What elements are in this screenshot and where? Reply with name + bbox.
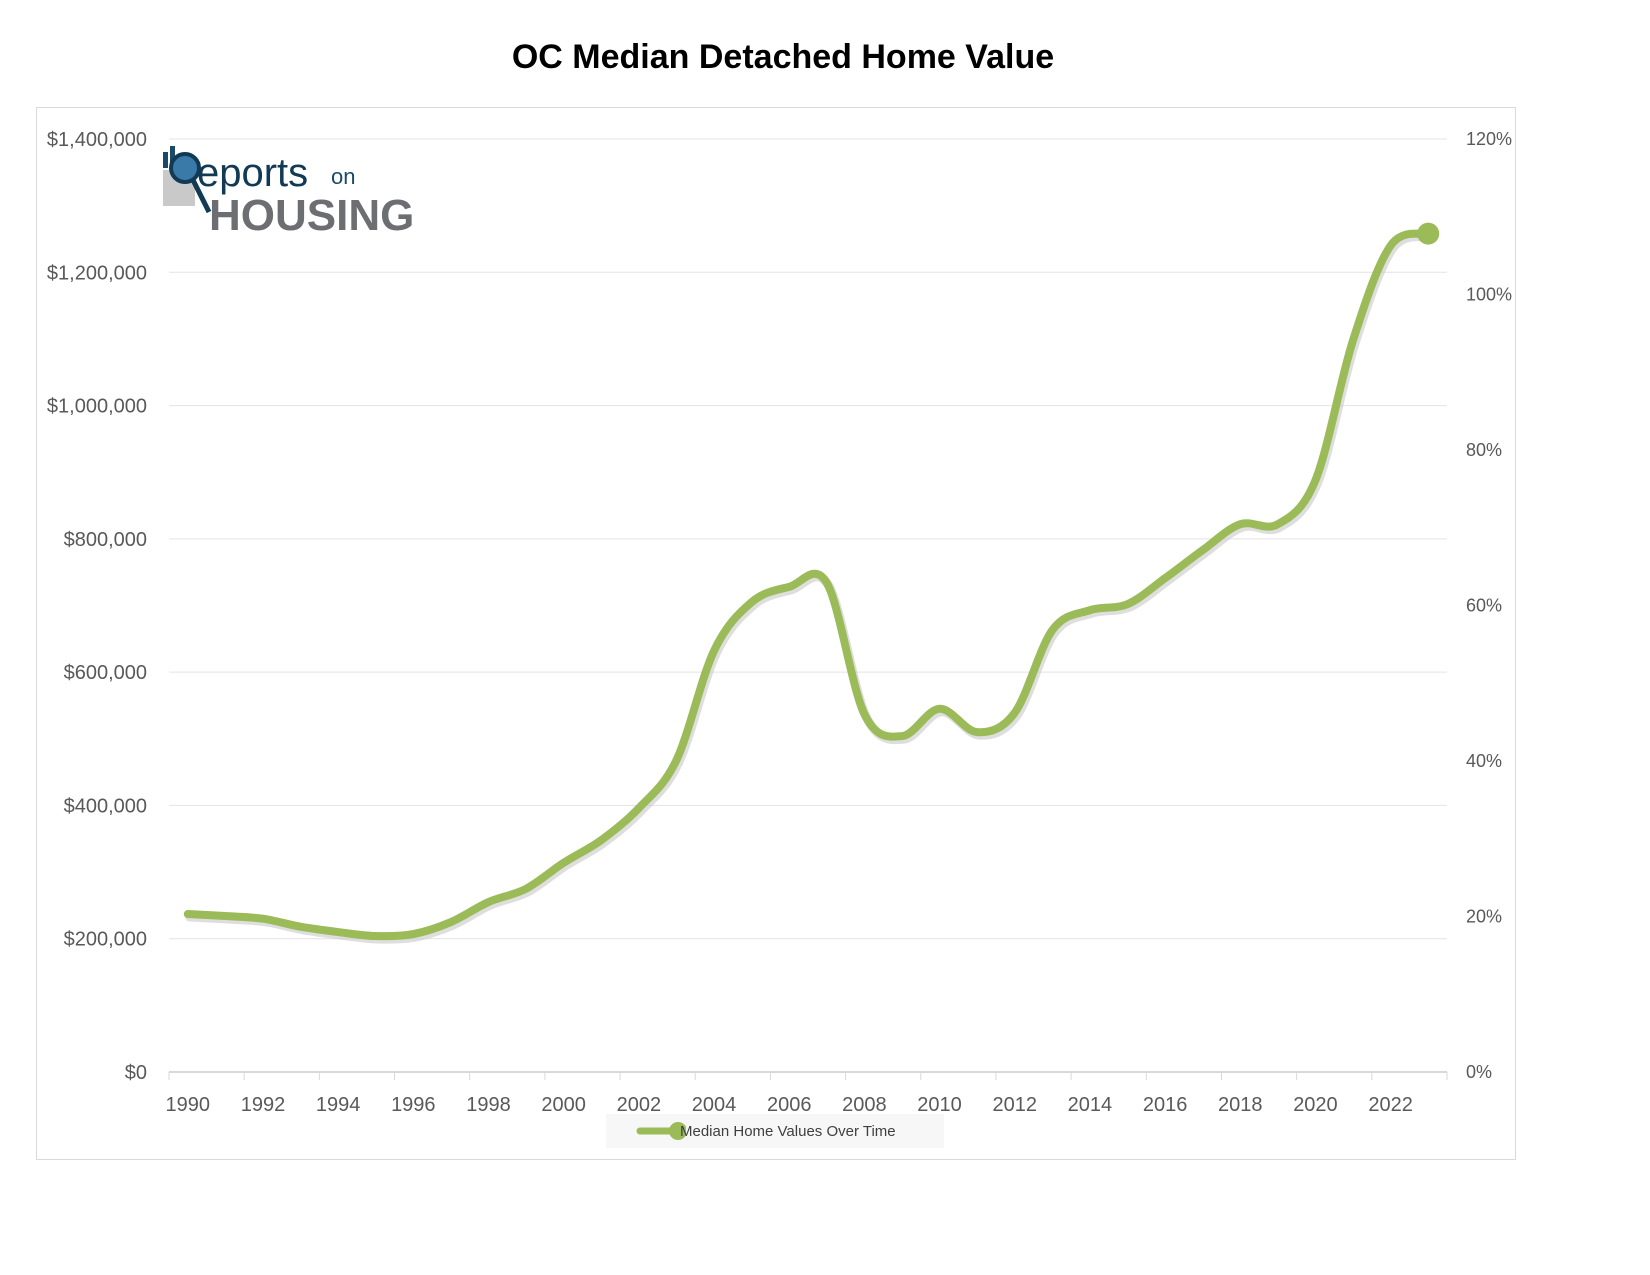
legend-label: Median Home Values Over Time [680, 1122, 896, 1140]
y2-tick-label: 0% [1466, 1062, 1492, 1082]
y2-tick-label: 100% [1466, 285, 1512, 305]
y-tick-label: $1,200,000 [47, 262, 147, 284]
x-tick-label: 2002 [617, 1094, 662, 1116]
y-tick-label: $1,400,000 [47, 129, 147, 151]
y-tick-label: $600,000 [64, 662, 147, 684]
x-tick-label: 1996 [391, 1094, 436, 1116]
x-tick-label: 1992 [241, 1094, 286, 1116]
series-line [183, 229, 1433, 941]
y2-tick-label: 40% [1466, 751, 1502, 771]
y-tick-label: $1,000,000 [47, 396, 147, 418]
series-line-shadow [185, 232, 1435, 944]
x-tick-label: 2020 [1293, 1094, 1338, 1116]
y2-tick-label: 20% [1466, 907, 1502, 927]
y2-tick-label: 120% [1466, 129, 1512, 149]
x-tick-label: 2014 [1068, 1094, 1113, 1116]
y-tick-label: $400,000 [64, 795, 147, 817]
y-tick-label: $800,000 [64, 529, 147, 551]
data-point [1417, 222, 1440, 245]
chart-title: OC Median Detached Home Value [511, 38, 1055, 76]
x-tick-label: 2004 [692, 1094, 737, 1116]
svg-text:eports: eports [197, 151, 308, 195]
y2-tick-label: 60% [1466, 596, 1502, 616]
x-tick-label: 1994 [316, 1094, 361, 1116]
chart-area [36, 107, 1516, 1160]
y-tick-label: $0 [125, 1062, 147, 1084]
legend: Median Home Values Over Time [606, 1114, 944, 1148]
svg-text:HOUSING: HOUSING [209, 191, 414, 237]
legend-line-marker-icon [636, 1122, 686, 1140]
x-tick-label: 2008 [842, 1094, 887, 1116]
y2-tick-label: 80% [1466, 440, 1502, 460]
x-tick-label: 2018 [1218, 1094, 1263, 1116]
x-tick-label: 2010 [917, 1094, 962, 1116]
svg-text:on: on [331, 164, 355, 189]
y-tick-label: $200,000 [64, 929, 147, 951]
x-tick-label: 1998 [466, 1094, 511, 1116]
x-tick-label: 2012 [992, 1094, 1037, 1116]
x-tick-label: 2022 [1368, 1094, 1413, 1116]
x-tick-label: 1990 [166, 1094, 211, 1116]
x-tick-label: 2000 [541, 1094, 586, 1116]
x-tick-label: 2016 [1143, 1094, 1188, 1116]
x-tick-label: 2006 [767, 1094, 812, 1116]
reports-on-housing-logo: eports on HOUSING [163, 146, 414, 237]
